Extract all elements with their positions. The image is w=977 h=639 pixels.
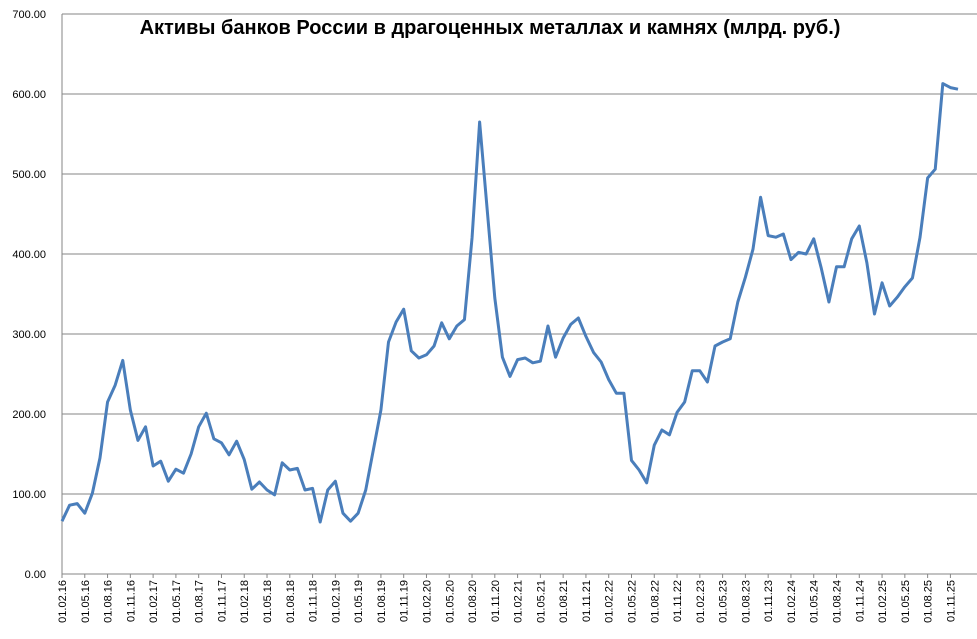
x-tick-label: 01.11.25 bbox=[945, 580, 957, 622]
chart-title: Активы банков России в драгоценных метал… bbox=[140, 17, 841, 39]
x-tick-label: 01.11.21 bbox=[581, 580, 593, 622]
x-tick-label: 01.02.18 bbox=[239, 580, 251, 623]
y-tick-label: 500.00 bbox=[12, 169, 46, 181]
x-tick-label: 01.02.23 bbox=[695, 580, 707, 623]
x-tick-label: 01.11.20 bbox=[490, 580, 502, 622]
x-tick-label: 01.02.24 bbox=[786, 580, 798, 623]
x-tick-label: 01.02.17 bbox=[148, 580, 160, 623]
x-tick-label: 01.11.22 bbox=[672, 580, 684, 622]
x-tick-label: 01.05.25 bbox=[900, 580, 912, 623]
x-tick-label: 01.08.23 bbox=[740, 580, 752, 623]
x-tick-label: 01.05.23 bbox=[718, 580, 730, 623]
x-tick-label: 01.11.23 bbox=[763, 580, 775, 622]
x-tick-label: 01.02.16 bbox=[57, 580, 69, 623]
y-tick-label: 200.00 bbox=[12, 409, 46, 421]
x-tick-label: 01.02.25 bbox=[877, 580, 889, 623]
x-tick-label: 01.11.18 bbox=[308, 580, 320, 622]
x-tick-label: 01.08.25 bbox=[923, 580, 935, 623]
y-tick-label: 0.00 bbox=[25, 569, 46, 581]
x-tick-label: 01.05.24 bbox=[809, 580, 821, 623]
x-tick-label: 01.08.17 bbox=[194, 580, 206, 623]
y-tick-label: 100.00 bbox=[12, 489, 46, 501]
x-tick-label: 01.02.22 bbox=[604, 580, 616, 623]
x-tick-label: 01.11.19 bbox=[399, 580, 411, 622]
x-tick-label: 01.11.17 bbox=[216, 580, 228, 622]
x-tick-label: 01.05.20 bbox=[444, 580, 456, 623]
x-tick-label: 01.08.21 bbox=[558, 580, 570, 623]
x-tick-label: 01.05.19 bbox=[353, 580, 365, 623]
x-tick-label: 01.08.24 bbox=[832, 580, 844, 623]
x-tick-label: 01.08.22 bbox=[649, 580, 661, 623]
x-tick-label: 01.05.18 bbox=[262, 580, 274, 623]
x-tick-label: 01.05.17 bbox=[171, 580, 183, 623]
y-tick-label: 700.00 bbox=[12, 9, 46, 21]
x-tick-label: 01.08.18 bbox=[285, 580, 297, 623]
y-tick-label: 600.00 bbox=[12, 89, 46, 101]
x-tick-label: 01.05.21 bbox=[535, 580, 547, 623]
x-tick-label: 01.05.22 bbox=[626, 580, 638, 623]
y-tick-label: 400.00 bbox=[12, 249, 46, 261]
x-tick-label: 01.02.21 bbox=[513, 580, 525, 623]
x-tick-label: 01.02.20 bbox=[421, 580, 433, 623]
x-tick-label: 01.08.16 bbox=[103, 580, 115, 623]
x-tick-label: 01.08.19 bbox=[376, 580, 388, 623]
x-tick-label: 01.02.19 bbox=[330, 580, 342, 623]
line-series bbox=[60, 82, 959, 524]
y-tick-label: 300.00 bbox=[12, 329, 46, 341]
x-tick-label: 01.08.20 bbox=[467, 580, 479, 623]
x-tick-label: 01.11.16 bbox=[125, 580, 137, 622]
x-tick-label: 01.05.16 bbox=[80, 580, 92, 623]
x-tick-label: 01.11.24 bbox=[854, 580, 866, 622]
